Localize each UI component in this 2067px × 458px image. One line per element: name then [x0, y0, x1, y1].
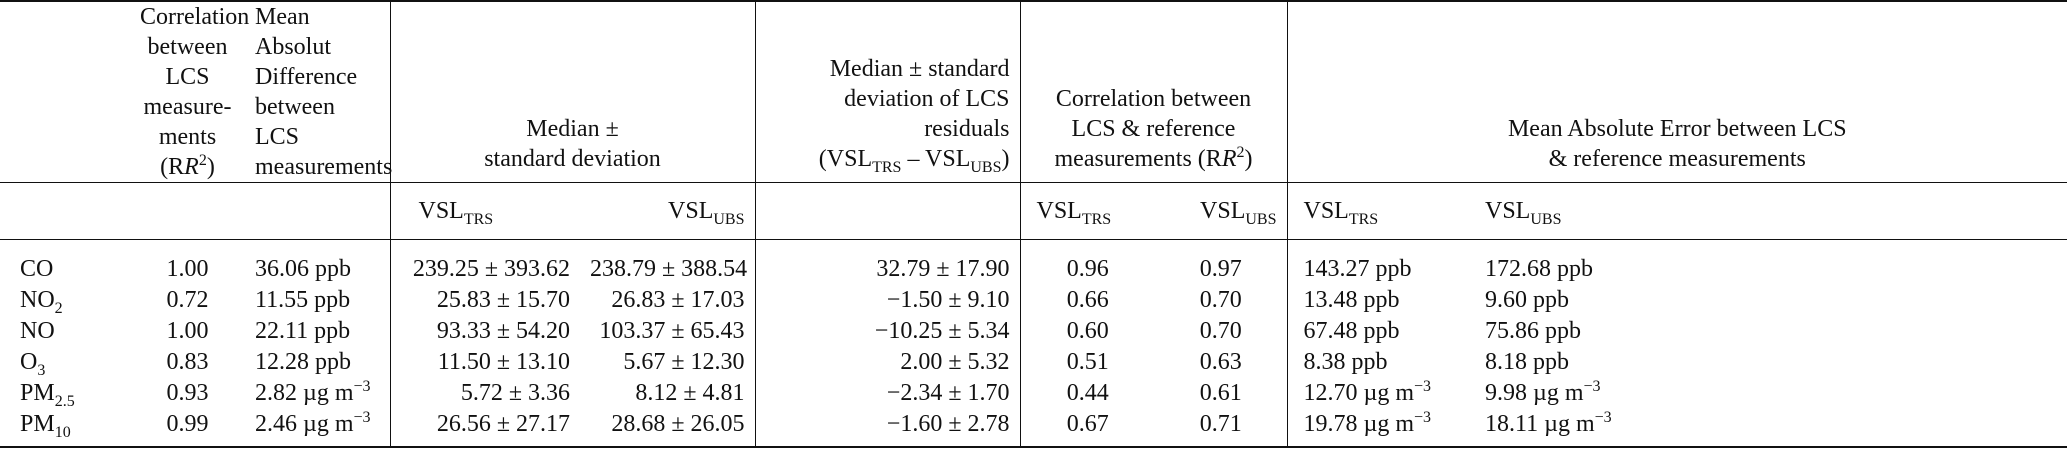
mae-ubs-cell: 18.11 µg m−3 — [1477, 409, 2067, 448]
mae-ubs-cell: 172.68 ppb — [1485, 256, 1593, 282]
table-row: NO2 0.72 11.55 ppb 25.83 ± 15.70 26.83 ±… — [0, 285, 2067, 316]
mae-ubs-cell: 8.18 ppb — [1485, 349, 1569, 375]
residuals-cell: 32.79 ± 17.90 — [754, 239, 1020, 285]
corr-ref-ubs-cell: 0.63 — [1199, 349, 1242, 375]
corr-lcs-cell: 0.83 — [166, 349, 209, 375]
pollutant-cell: PM10 — [0, 409, 130, 448]
mad-cell: 2.46 µg m−3 — [245, 409, 390, 448]
corr-lcs-cell: 0.99 — [130, 409, 245, 448]
median-trs-cell: 5.72 ± 3.36 — [389, 378, 580, 409]
median-ubs-cell: 26.83 ± 17.03 — [611, 287, 745, 313]
corr-ref-trs-cell: 0.66 — [1019, 285, 1155, 316]
corr-ref-ubs-cell: 0.70 — [1199, 318, 1242, 344]
header-mae: Mean Absolute Error between LCS & refere… — [1286, 2, 2067, 183]
mad-cell: 22.11 ppb — [255, 318, 351, 344]
mae-trs-cell: 13.48 ppb — [1286, 285, 1477, 316]
corr-ref-ubs-cell: 0.70 — [1199, 287, 1242, 313]
corr-lcs-cell: 0.72 — [166, 287, 209, 313]
table-row: CO 1.00 36.06 ppb 239.25 ± 393.62 238.79… — [0, 239, 2067, 285]
median-ubs-cell: 5.67 ± 12.30 — [623, 349, 745, 375]
mad-cell: 36.06 ppb — [255, 256, 351, 282]
header-median-ubs: VSLUBS — [580, 182, 755, 240]
header-median: Median ± standard deviation — [389, 2, 755, 183]
corr-lcs-cell: 0.93 — [166, 380, 209, 406]
header-mae-ubs: VSLUBS — [1477, 182, 2067, 240]
header-median-trs: VSLTRS — [389, 182, 580, 240]
header-corr-ref: Correlation between LCS & reference meas… — [1019, 2, 1287, 183]
median-ubs-cell: 28.68 ± 26.05 — [580, 409, 755, 448]
residuals-cell: 2.00 ± 5.32 — [754, 347, 1020, 378]
pollutant-cell: NO2 — [20, 287, 63, 317]
mae-trs-cell: 8.38 ppb — [1286, 347, 1477, 378]
header-corr-ubs: VSLUBS — [1155, 182, 1287, 240]
pollutant-cell: O3 — [20, 349, 46, 379]
mad-cell: 11.55 ppb — [255, 287, 351, 313]
table-row: PM2.5 0.93 2.82 µg m−3 5.72 ± 3.36 8.12 … — [0, 378, 2067, 409]
mae-trs-cell: 143.27 ppb — [1286, 239, 1477, 285]
corr-ref-trs-cell: 0.96 — [1019, 239, 1155, 285]
header-corr-trs: VSLTRS — [1019, 182, 1155, 240]
pollutant-cell: NO — [20, 318, 55, 344]
residuals-cell: −2.34 ± 1.70 — [754, 378, 1020, 409]
results-table: Correlation between LCS measure- ments (… — [0, 0, 2067, 448]
median-ubs-cell: 103.37 ± 65.43 — [599, 318, 745, 344]
median-trs-cell: 239.25 ± 393.62 — [389, 239, 580, 285]
corr-lcs-cell: 1.00 — [166, 256, 209, 282]
median-trs-cell: 11.50 ± 13.10 — [389, 347, 580, 378]
pollutant-cell: PM2.5 — [20, 380, 75, 410]
corr-ref-ubs-cell: 0.97 — [1199, 256, 1242, 282]
mae-trs-cell: 67.48 ppb — [1286, 316, 1477, 347]
corr-ref-ubs-cell: 0.71 — [1155, 409, 1287, 448]
mae-trs-cell: 12.70 µg m−3 — [1286, 378, 1477, 409]
mae-ubs-cell: 9.98 µg m−3 — [1485, 378, 1601, 407]
corr-ref-trs-cell: 0.51 — [1019, 347, 1155, 378]
header-row-1: Correlation between LCS measure- ments (… — [0, 2, 2067, 183]
mad-cell: 12.28 ppb — [255, 349, 351, 375]
corr-lcs-cell: 1.00 — [166, 318, 209, 344]
median-ubs-cell: 8.12 ± 4.81 — [635, 380, 745, 406]
header-corr-lcs: Correlation between LCS measure- ments (… — [140, 4, 250, 180]
median-ubs-cell: 238.79 ± 388.54 — [590, 256, 748, 282]
pollutant-cell: CO — [20, 256, 54, 282]
residuals-cell: −10.25 ± 5.34 — [754, 316, 1020, 347]
table-row: O3 0.83 12.28 ppb 11.50 ± 13.10 5.67 ± 1… — [0, 347, 2067, 378]
residuals-cell: −1.60 ± 2.78 — [754, 409, 1020, 448]
header-mad: Mean Absolut Difference between LCS meas… — [255, 4, 393, 180]
header-mae-trs: VSLTRS — [1286, 182, 1477, 240]
corr-ref-trs-cell: 0.67 — [1019, 409, 1155, 448]
mad-cell: 2.82 µg m−3 — [255, 378, 371, 407]
median-trs-cell: 26.56 ± 27.17 — [389, 409, 580, 448]
median-trs-cell: 93.33 ± 54.20 — [389, 316, 580, 347]
corr-ref-ubs-cell: 0.61 — [1199, 380, 1242, 406]
table-row: PM10 0.99 2.46 µg m−3 26.56 ± 27.17 28.6… — [0, 409, 2067, 448]
mae-ubs-cell: 9.60 ppb — [1485, 287, 1569, 313]
header-residuals: Median ± standard deviation of LCS resid… — [754, 2, 1020, 183]
corr-ref-trs-cell: 0.60 — [1019, 316, 1155, 347]
header-row-2: VSLTRS VSLUBS VSLTRS VSLUBS VSLTRS VSLUB… — [0, 182, 2067, 240]
residuals-cell: −1.50 ± 9.10 — [754, 285, 1020, 316]
mae-trs-cell: 19.78 µg m−3 — [1286, 409, 1477, 448]
table-row: NO 1.00 22.11 ppb 93.33 ± 54.20 103.37 ±… — [0, 316, 2067, 347]
corr-ref-trs-cell: 0.44 — [1019, 378, 1155, 409]
median-trs-cell: 25.83 ± 15.70 — [389, 285, 580, 316]
mae-ubs-cell: 75.86 ppb — [1485, 318, 1581, 344]
